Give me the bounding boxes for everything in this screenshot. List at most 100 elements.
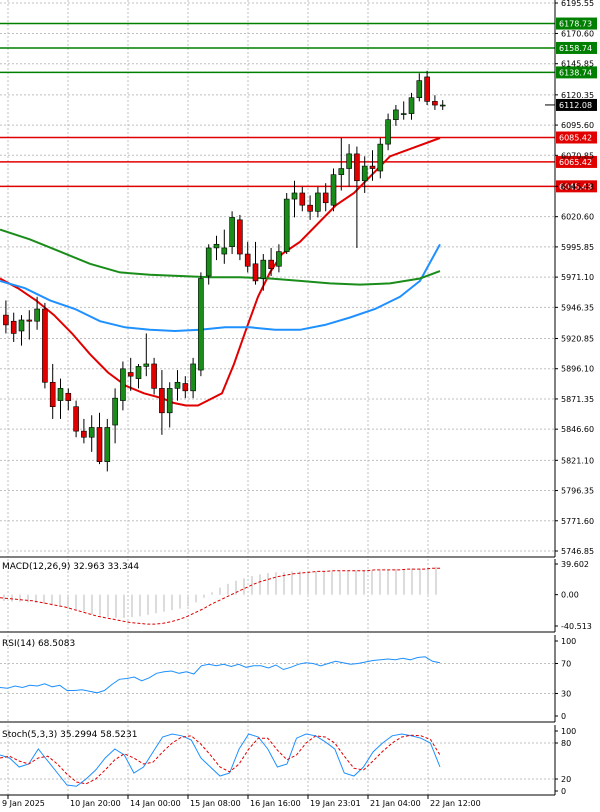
candle-body [385,119,391,145]
candle-body [237,219,243,255]
candle-body [42,308,48,383]
price-tick-label: 5920.85 [561,334,594,343]
level-label-box [556,180,597,193]
price-tick-label: 5821.10 [561,456,594,465]
rsi-tick-label: 70 [561,660,571,669]
candle-body [81,430,87,438]
macd-tick-label: -40.513 [561,622,592,631]
candle-body [190,363,196,392]
candle-body [73,406,79,432]
price-tick-label: 5871.35 [561,395,594,404]
candle-body [400,113,407,115]
candle-body [198,278,204,371]
rsi-panel: 100 70 30 0 [0,637,576,721]
candle-body [424,76,430,102]
candle-body [439,104,446,107]
candle-body [393,109,399,120]
time-label: 10 Jan 20:00 [70,799,121,808]
macd-panel: 39.602 0.00 -40.513 [0,560,592,631]
candle-body [369,165,376,169]
price-tick-label: 5896.10 [561,365,594,374]
price-tick-label: 6070.85 [561,151,594,160]
candle-body [377,143,384,172]
candle-body [3,314,9,326]
last-price-box [556,98,597,111]
candlesticks [3,70,446,472]
price-tick-label: 5771.60 [561,517,594,526]
candle-body [252,263,259,282]
time-label: 14 Jan 00:00 [130,799,181,808]
stoch-d-line [0,734,441,785]
level-label: 6085.42 [559,134,592,143]
candle-body [96,427,103,462]
candle-body [330,174,337,206]
price-tick-label: 6145.85 [561,60,594,69]
rsi-tick-label: 30 [561,690,571,699]
time-label: 19 Jan 23:01 [310,799,361,808]
level-label-box [556,155,597,168]
candle-body [205,247,212,277]
level-label: 6045.43 [559,182,592,191]
candle-body [291,192,298,200]
candle-body [174,381,181,389]
stochastic-panel: 100 80 20 0 [0,727,576,796]
time-label: 16 Jan 16:00 [250,799,301,808]
candle-body [338,168,345,175]
level-label-box [556,66,597,79]
price-tick-label: 5846.60 [561,425,594,434]
price-tick-label: 5971.10 [561,273,594,282]
stoch-tick-label: 100 [561,727,576,736]
time-label: 15 Jan 08:00 [190,799,241,808]
candle-body [276,251,282,267]
stoch-tick-label: 0 [561,787,566,796]
candle-body [18,319,25,332]
candle-body [182,383,189,392]
candle-body [88,427,95,438]
level-label: 6158.74 [559,44,592,53]
price-tick-label: 5746.85 [561,547,594,556]
macd-tick-label: 39.602 [561,560,589,569]
candle-body [229,217,235,248]
candle-body [135,366,142,379]
macd-signal-line [0,567,440,625]
price-tick-label: 5995.85 [561,243,594,252]
time-label: 9 Jan 2025 [2,799,45,808]
candle-body [432,101,438,106]
candle-body [354,153,360,182]
stoch-tick-label: 20 [561,775,571,784]
level-label-box [556,17,597,30]
candle-body [299,192,306,206]
level-label-box [556,41,597,54]
time-axis: 9 Jan 2025 10 Jan 20:00 14 Jan 00:00 15 Jan… [2,795,481,808]
panel-frames [0,0,556,796]
rsi-tick-label: 0 [561,712,566,721]
candle-body [408,97,415,114]
stoch-k-line [0,733,441,787]
rsi-label: RSI(14) 68.5083 [2,639,75,649]
price-tick-label: 5796.35 [561,487,594,496]
candle-body [416,80,423,99]
candle-body [213,243,220,249]
candle-body [361,165,368,182]
level-label: 6138.74 [559,68,592,77]
stoch-label: Stoch(5,3,3) 35.2994 58.5231 [2,730,137,740]
time-label: 21 Jan 04:00 [370,799,421,808]
candle-body [65,392,72,401]
candle-body [10,320,17,334]
candle-body [159,388,165,414]
moving-average-line [0,243,441,333]
candle-body [143,363,150,367]
price-tick-label: 6170.60 [561,29,594,38]
level-label-box [556,131,597,144]
price-tick-label: 6020.60 [561,213,594,222]
candle-body [112,397,118,426]
rsi-line [0,656,441,694]
time-label: 22 Jan 12:00 [430,799,481,808]
level-label: 6178.73 [559,20,592,29]
candle-body [346,153,352,169]
candle-body [315,192,321,212]
candle-body [322,192,329,204]
rsi-tick-label: 100 [561,637,576,646]
candle-body [268,259,274,269]
